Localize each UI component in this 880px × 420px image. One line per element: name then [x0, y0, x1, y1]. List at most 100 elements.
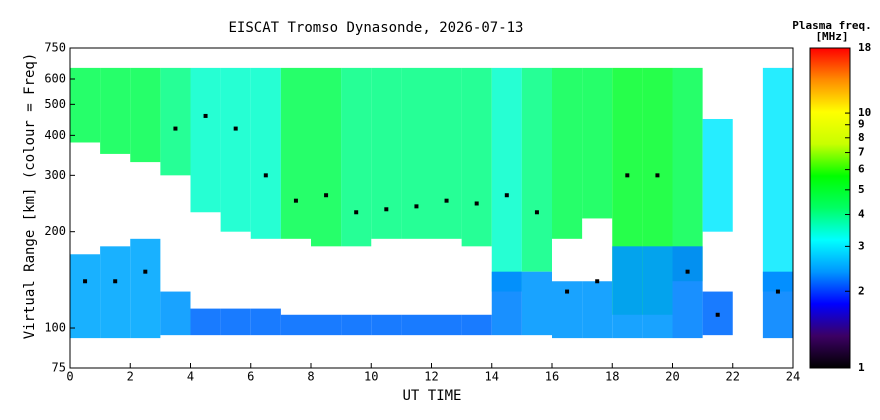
f-region-echo [672, 67, 703, 282]
trace-point [534, 210, 539, 215]
e-region-echo [762, 271, 793, 339]
f-region-echo [311, 67, 342, 247]
trace-point [444, 198, 449, 203]
trace-point [625, 173, 630, 178]
trace-point [384, 207, 389, 212]
y-tick-label: 100 [44, 321, 66, 335]
trace-point [143, 269, 148, 274]
e-region-echo [190, 308, 221, 336]
e-region-echo [160, 291, 191, 336]
colorbar-tick-label: 7 [858, 146, 865, 159]
e-region-echo [431, 314, 462, 336]
e-region-echo [280, 314, 311, 336]
y-tick-label: 300 [44, 168, 66, 182]
f-region-echo [250, 67, 281, 239]
trace-point [715, 312, 720, 317]
y-axis-label: Virtual Range [km] (colour = Freq) [22, 53, 38, 340]
x-tick-label: 24 [786, 370, 800, 384]
trace-point [263, 173, 268, 178]
x-tick-label: 10 [364, 370, 378, 384]
trace-point [685, 269, 690, 274]
e-region-echo [220, 308, 251, 336]
f-region-echo [190, 67, 221, 213]
e-region-echo [582, 281, 613, 339]
x-axis-label: UT TIME [402, 388, 461, 404]
f-region-echo [431, 67, 462, 239]
trace-point [414, 204, 419, 209]
colorbar-unit: [MHz] [815, 30, 848, 43]
trace-point [655, 173, 660, 178]
e-region-echo [642, 246, 673, 339]
trace-point [233, 126, 238, 131]
f-region-echo [491, 67, 522, 292]
f-region-echo [521, 67, 552, 272]
x-tick-label: 20 [665, 370, 679, 384]
colorbar-tick-label: 5 [858, 183, 865, 196]
y-tick-label: 200 [44, 224, 66, 238]
x-tick-label: 18 [605, 370, 619, 384]
e-region-echo [100, 246, 131, 339]
trace-point [324, 193, 329, 198]
y-tick-label: 750 [44, 41, 66, 55]
x-tick-label: 16 [545, 370, 559, 384]
e-region-echo [521, 271, 552, 336]
y-tick-label: 400 [44, 128, 66, 142]
f-region-echo [220, 67, 251, 232]
f-region-echo [582, 67, 613, 219]
e-region-echo [250, 308, 281, 336]
trace-point [565, 289, 570, 294]
trace-point [293, 198, 298, 203]
e-region-echo [401, 314, 432, 336]
e-region-echo [130, 238, 161, 339]
trace-point [203, 113, 208, 118]
trace-point [113, 279, 118, 284]
colorbar-tick-label: 4 [858, 208, 865, 221]
f-region-echo [552, 67, 583, 239]
colorbar-tick-label: 10 [858, 106, 871, 119]
y-tick-label: 600 [44, 72, 66, 86]
x-tick-label: 22 [726, 370, 740, 384]
y-tick-label: 500 [44, 97, 66, 111]
x-tick-label: 8 [307, 370, 314, 384]
x-tick-label: 0 [66, 370, 73, 384]
colorbar-tick-label: 2 [858, 284, 865, 297]
colorbar-tick-label: 3 [858, 239, 865, 252]
f-region-echo [280, 67, 311, 239]
f-region-echo [762, 67, 793, 292]
colorbar [809, 47, 851, 369]
f-region-echo [341, 67, 372, 247]
e-region-echo [341, 314, 372, 336]
e-region-echo [461, 314, 492, 336]
f-region-echo [401, 67, 432, 239]
e-region-echo [491, 271, 522, 336]
colorbar-tick-label: 6 [858, 163, 865, 176]
f-region-echo [160, 67, 191, 176]
x-tick-label: 14 [485, 370, 499, 384]
colorbar-tick-label: 1 [858, 361, 865, 374]
f-region-echo [371, 67, 402, 239]
e-region-echo [70, 254, 101, 339]
f-region-echo [70, 67, 101, 143]
trace-point [173, 126, 178, 131]
colorbar-tick-label: 18 [858, 41, 871, 54]
trace-point [474, 201, 479, 206]
e-region-echo [612, 246, 643, 339]
trace-point [83, 279, 88, 284]
x-tick-label: 4 [187, 370, 194, 384]
f-region-echo [702, 118, 733, 232]
x-tick-label: 6 [247, 370, 254, 384]
colorbar-tick-label: 9 [858, 118, 865, 131]
x-tick-label: 2 [127, 370, 134, 384]
f-region-echo [461, 67, 492, 247]
chart-title: EISCAT Tromso Dynasonde, 2026-07-13 [228, 20, 523, 36]
colorbar-tick-label: 8 [858, 131, 865, 144]
colorbar-title: Plasma freq. [792, 19, 871, 32]
trace-point [775, 289, 780, 294]
e-region-echo [672, 246, 703, 339]
f-region-echo [100, 67, 131, 154]
trace-point [595, 279, 600, 284]
e-region-echo [371, 314, 402, 336]
trace-point [354, 210, 359, 215]
y-tick-label: 75 [52, 361, 66, 375]
